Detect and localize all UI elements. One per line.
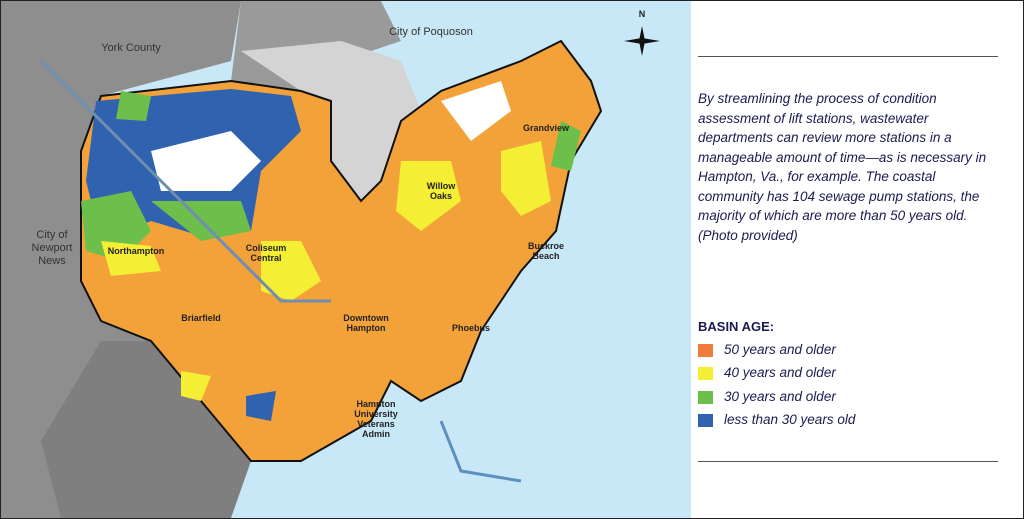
- caption: By streamlining the process of condition…: [698, 91, 987, 243]
- basin: [501, 141, 551, 216]
- basin: [151, 131, 261, 191]
- legend-swatch: [698, 390, 713, 404]
- basin: [116, 91, 151, 121]
- divider: [698, 461, 998, 462]
- map-label: Hampton University Veterans Admin: [354, 399, 398, 439]
- legend-label: less than 30 years old: [724, 411, 856, 427]
- map-label: City of Poquoson: [389, 26, 473, 38]
- map-label: Coliseum Central: [245, 243, 287, 263]
- map-label: Willow Oaks: [426, 181, 456, 201]
- legend-label: 40 years and older: [724, 365, 836, 381]
- legend-title: BASIN AGE:: [698, 319, 775, 334]
- divider: [698, 56, 998, 57]
- legend-swatch: [698, 344, 713, 357]
- map-label: York County: [101, 42, 161, 54]
- basin: [81, 191, 151, 261]
- bridge: [439, 420, 522, 483]
- legend-swatch: [698, 413, 713, 427]
- map-label: Buckroe Beach: [527, 241, 564, 261]
- map-label: City of Newport News: [31, 229, 73, 267]
- basin: [396, 161, 461, 231]
- land: [41, 341, 251, 518]
- legend-label: 30 years and older: [724, 388, 836, 404]
- legend-swatch: [698, 367, 713, 381]
- compass: [624, 26, 660, 56]
- map-label: Downtown Hampton: [343, 313, 389, 333]
- basin: [441, 81, 511, 141]
- basin: [246, 391, 276, 421]
- map-label: Northampton: [107, 246, 165, 256]
- highway: [39, 59, 331, 303]
- basin: [101, 241, 161, 276]
- map-label: Phoebus: [451, 323, 490, 333]
- basin: [551, 121, 581, 171]
- legend-label: 50 years and older: [724, 342, 836, 357]
- compass-label: N: [638, 9, 646, 19]
- map-label: Briarfield: [181, 313, 221, 323]
- basin: [181, 371, 211, 401]
- map-label: Grandview: [522, 123, 569, 133]
- basin: [261, 241, 321, 301]
